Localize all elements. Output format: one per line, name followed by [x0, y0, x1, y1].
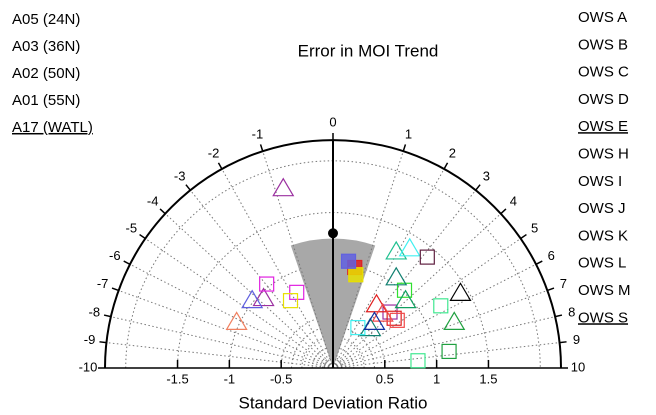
triangle-marker — [385, 240, 408, 260]
legend-label: A02 (50N) — [12, 65, 80, 82]
angle-tick-label: 9 — [573, 332, 580, 347]
angle-tick — [402, 144, 407, 152]
legend-label: OWS C — [578, 64, 629, 81]
x-tick-label: -1 — [224, 371, 236, 386]
triangle-marker — [225, 311, 248, 330]
angle-tick-label: 3 — [483, 168, 490, 183]
angle-tick-label: 2 — [449, 146, 456, 161]
angle-tick-label: -10 — [79, 359, 98, 374]
grid-line — [118, 289, 334, 369]
angle-tick — [217, 162, 223, 170]
angle-tick-label: 1 — [405, 126, 412, 141]
angle-tick-label: -2 — [208, 146, 220, 161]
legend-label: OWS S — [578, 309, 628, 326]
reference-dot — [328, 228, 338, 239]
angle-tick-label: -6 — [109, 248, 121, 263]
angle-tick — [139, 233, 146, 240]
angle-tick — [99, 341, 107, 344]
angle-tick-label: 5 — [531, 220, 538, 235]
square-marker — [396, 282, 413, 298]
angle-tick-label: -3 — [174, 168, 186, 183]
square-marker — [340, 253, 357, 269]
angle-tick — [259, 144, 264, 152]
triangle-marker — [443, 311, 466, 330]
triangle-marker — [363, 311, 386, 330]
square-marker — [389, 312, 405, 328]
angle-tick-label: 10 — [571, 359, 585, 374]
legend-label: OWS J — [578, 200, 626, 217]
x-axis-label: Standard Deviation Ratio — [238, 393, 427, 412]
x-tick-label: 1.5 — [479, 371, 497, 386]
square-marker — [433, 298, 449, 314]
legend-label: OWS D — [578, 91, 629, 108]
angle-tick — [559, 341, 567, 344]
square-marker — [259, 276, 275, 292]
angle-tick-label: -5 — [126, 220, 138, 235]
angle-tick-label: -9 — [84, 332, 96, 347]
square-marker — [410, 353, 426, 369]
triangle-marker — [252, 287, 275, 307]
x-tick-label: -0.5 — [270, 371, 292, 386]
angle-tick — [500, 208, 507, 215]
square-marker — [282, 293, 299, 309]
x-tick-label: 0.5 — [376, 371, 394, 386]
angle-tick-label: -8 — [89, 304, 101, 319]
angle-tick-label: 7 — [560, 276, 567, 291]
legend-label: A17 (WATL) — [12, 119, 93, 136]
legend-label: A03 (36N) — [12, 38, 80, 55]
angle-tick-label: -1 — [252, 126, 264, 141]
legend-label: A01 (55N) — [12, 92, 80, 109]
angle-tick — [475, 184, 481, 191]
square-marker — [348, 267, 364, 283]
triangle-marker — [371, 302, 394, 322]
angle-tick — [111, 287, 119, 292]
angle-tick-label: 0 — [329, 114, 336, 129]
legend-label: OWS A — [578, 9, 627, 26]
angle-tick — [547, 287, 555, 292]
legend-label: OWS B — [578, 36, 628, 53]
x-tick-label: -1.5 — [166, 371, 188, 386]
legend-label: OWS K — [578, 227, 628, 244]
square-marker — [289, 284, 305, 300]
triangle-marker — [272, 177, 295, 197]
angle-tick — [123, 260, 131, 265]
angle-tick — [535, 260, 543, 265]
legend-label: OWS I — [578, 173, 622, 190]
chart-title: Error in MOI Trend — [298, 41, 439, 60]
angle-tick-label: 4 — [510, 194, 517, 209]
triangle-marker — [385, 266, 408, 286]
angle-tick — [185, 184, 191, 191]
grid-line — [332, 263, 537, 369]
angle-tick — [159, 208, 166, 215]
triangle-marker — [449, 282, 472, 301]
angle-tick-label: 8 — [568, 304, 575, 319]
square-marker — [419, 249, 435, 265]
angle-tick — [520, 233, 527, 240]
grid-arc — [228, 263, 438, 369]
triangle-marker — [365, 293, 388, 313]
angle-tick-label: -4 — [147, 194, 159, 209]
angle-tick — [443, 162, 449, 170]
triangle-marker — [394, 289, 417, 309]
angle-tick-label: 6 — [548, 248, 555, 263]
legend-label: OWS M — [578, 282, 631, 299]
legend-label: OWS L — [578, 255, 626, 272]
legend-label: OWS E — [578, 118, 628, 135]
square-marker — [386, 310, 402, 326]
legend-label: A05 (24N) — [12, 11, 80, 28]
grid-line — [110, 316, 334, 369]
legend-label: OWS H — [578, 145, 629, 162]
triangle-marker — [398, 237, 421, 257]
angle-tick — [103, 314, 112, 318]
triangle-marker — [241, 289, 264, 309]
angle-tick-label: -7 — [97, 276, 109, 291]
square-marker — [441, 343, 457, 360]
grid-line — [129, 263, 334, 369]
angle-tick — [554, 314, 563, 318]
x-tick-label: 1 — [433, 371, 440, 386]
